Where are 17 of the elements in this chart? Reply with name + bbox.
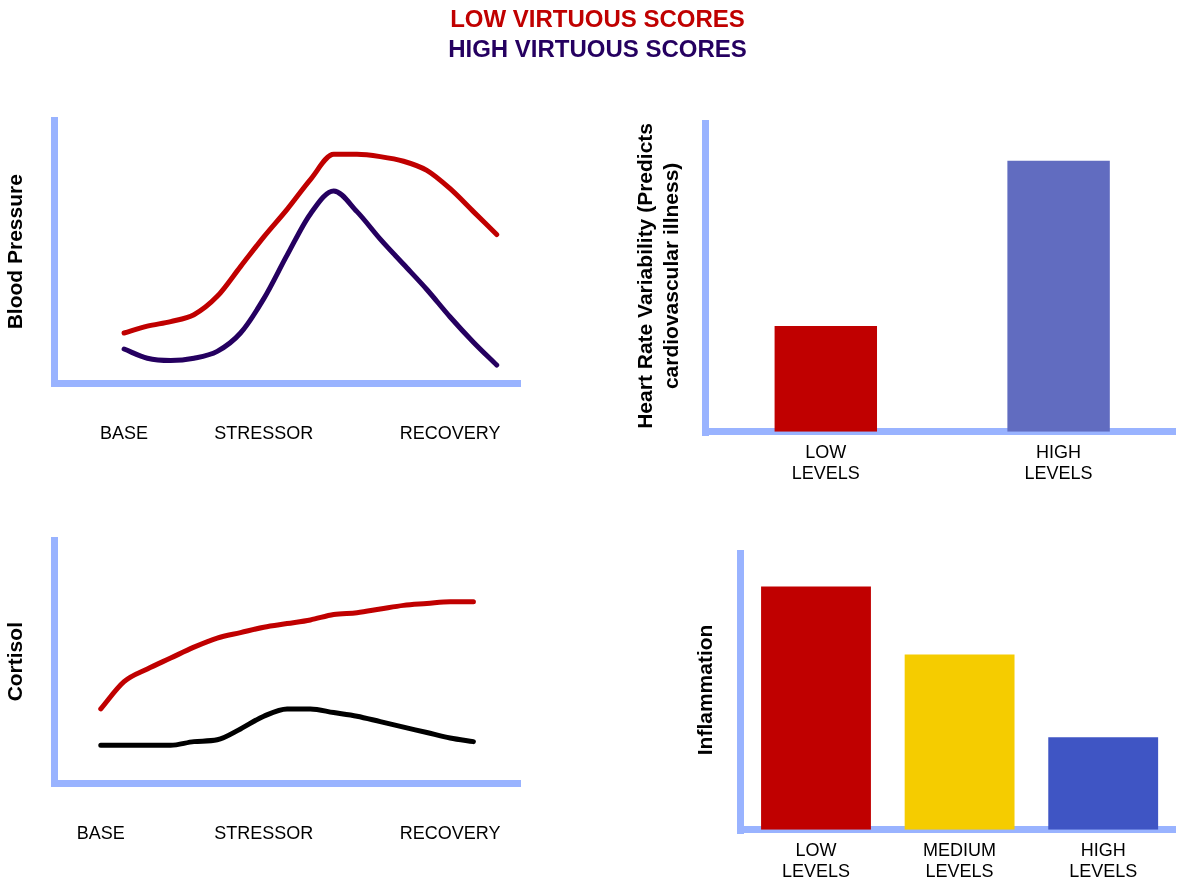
x-tick-label: BASE — [100, 423, 149, 444]
x-tick-label: HIGH LEVELS — [1024, 441, 1093, 484]
text: HIGH VIRTUOUS SCORES — [447, 34, 748, 64]
x-tick-label: STRESSOR — [214, 423, 314, 444]
x-tick-label: HIGH LEVELS — [1069, 839, 1138, 882]
y-axis-title: Cortisol — [3, 622, 27, 702]
text: LOW VIRTUOUS SCORES — [449, 4, 746, 34]
y-axis-title: Blood Pressure — [3, 174, 27, 330]
x-tick-label: LOW LEVELS — [791, 441, 860, 484]
y-axis-title: Heart Rate Variability (Predicts cardiovascular illness) — [633, 123, 682, 429]
x-tick-label: LOW LEVELS — [781, 839, 851, 882]
x-tick-label: RECOVERY — [399, 823, 501, 844]
x-tick-label: STRESSOR — [214, 823, 314, 844]
y-axis-title: Inflammation — [693, 624, 717, 756]
x-tick-label: BASE — [76, 823, 125, 844]
x-tick-label: RECOVERY — [399, 423, 501, 444]
x-tick-label: MEDIUM LEVELS — [923, 839, 997, 882]
